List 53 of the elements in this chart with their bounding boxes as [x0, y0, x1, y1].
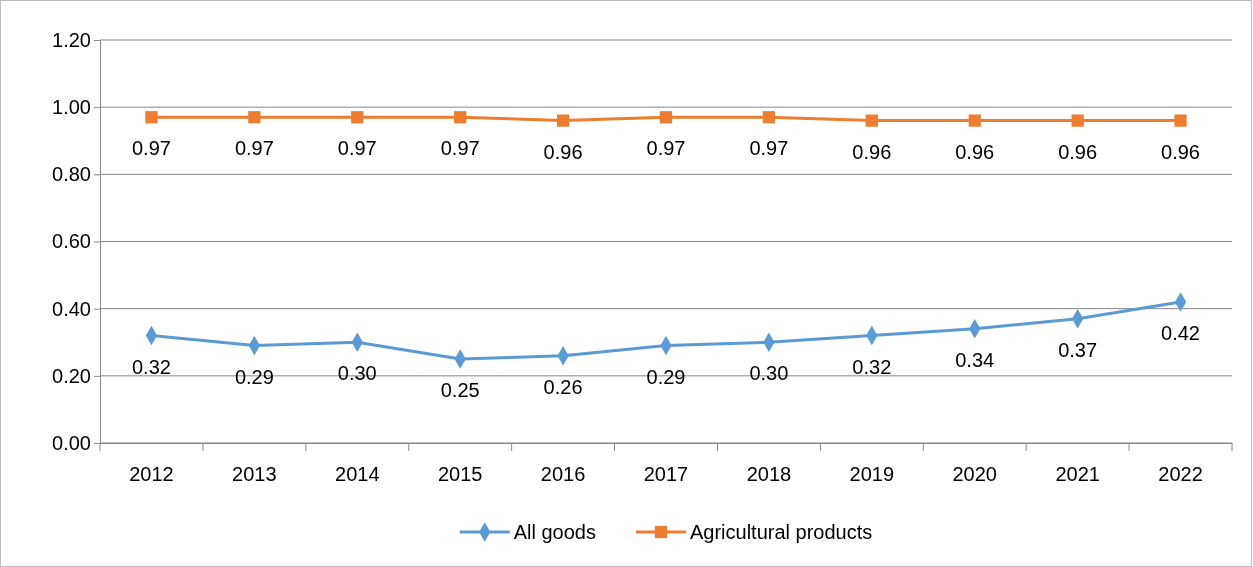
data-label: 0.29	[646, 365, 686, 388]
point	[248, 111, 261, 124]
x-tick-label: 2014	[335, 463, 380, 486]
x-tick-label: 2022	[1158, 463, 1203, 486]
data-label: 0.96	[852, 140, 892, 163]
y-tick-label: 0.80	[52, 163, 91, 186]
point	[145, 111, 158, 124]
data-label: 0.30	[749, 362, 789, 385]
x-tick-label: 2013	[232, 463, 277, 486]
data-label: 0.37	[1058, 338, 1098, 361]
x-tick-label: 2021	[1055, 463, 1100, 486]
x-tick-label: 2016	[540, 463, 586, 486]
data-label: 0.32	[852, 355, 892, 378]
point	[454, 111, 467, 124]
data-label: 0.97	[337, 137, 377, 160]
point	[762, 111, 776, 124]
data-label: 0.96	[1058, 140, 1098, 163]
data-label: 0.26	[543, 375, 583, 398]
point	[1174, 114, 1187, 127]
point	[351, 111, 364, 124]
y-tick-label: 0.20	[52, 364, 91, 387]
data-label: 0.97	[646, 137, 686, 160]
point	[968, 114, 981, 127]
point	[659, 111, 673, 124]
point	[1071, 114, 1084, 127]
y-tick-label: 0.40	[52, 297, 91, 320]
y-tick-label: 0.60	[52, 230, 91, 253]
data-label: 0.97	[131, 137, 171, 160]
legend-label: Agricultural products	[689, 521, 873, 543]
data-label: 0.42	[1161, 321, 1201, 344]
data-label: 0.29	[234, 365, 274, 388]
x-tick-label: 2015	[437, 463, 483, 486]
y-tick-label: 0.00	[52, 431, 91, 454]
data-label: 0.96	[955, 140, 995, 163]
point	[865, 114, 878, 127]
x-tick-label: 2018	[746, 463, 792, 486]
data-label: 0.25	[440, 379, 480, 402]
legend-label: All goods	[513, 521, 596, 543]
data-label: 0.32	[131, 355, 171, 378]
x-tick-label: 2019	[849, 463, 895, 486]
data-label: 0.30	[337, 362, 377, 385]
y-tick-label: 1.00	[52, 96, 91, 119]
data-label: 0.97	[749, 137, 789, 160]
data-label: 0.97	[234, 137, 274, 160]
data-label: 0.96	[1161, 140, 1201, 163]
data-label: 0.96	[543, 140, 583, 163]
x-tick-label: 2017	[643, 463, 689, 486]
data-label: 0.97	[440, 137, 480, 160]
point	[556, 114, 570, 127]
x-tick-label: 2020	[952, 463, 997, 486]
data-label: 0.34	[955, 348, 995, 371]
y-tick-label: 1.20	[52, 28, 91, 51]
x-tick-label: 2012	[129, 463, 174, 486]
